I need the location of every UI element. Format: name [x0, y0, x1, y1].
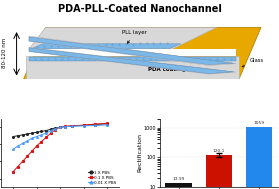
- 0.1 X PBS: [44, 136, 48, 139]
- 1 X PBS: [54, 127, 57, 129]
- 1 X PBS: [35, 131, 38, 133]
- 1 X PBS: [16, 135, 20, 137]
- 0.1 X PBS: [94, 123, 97, 125]
- 0.01 X PBS: [49, 129, 52, 132]
- 1 X PBS: [59, 126, 62, 128]
- 0.01 X PBS: [94, 124, 97, 127]
- 0.01 X PBS: [82, 125, 85, 127]
- 0.1 X PBS: [54, 129, 57, 131]
- 0.01 X PBS: [59, 126, 62, 128]
- 0.1 X PBS: [11, 170, 15, 173]
- 1 X PBS: [21, 134, 24, 136]
- 1 X PBS: [82, 124, 85, 127]
- 1 X PBS: [44, 129, 48, 132]
- 0.01 X PBS: [54, 127, 57, 130]
- 1 X PBS: [70, 125, 74, 127]
- Text: 120.1: 120.1: [213, 149, 225, 153]
- 0.1 X PBS: [105, 122, 109, 125]
- Text: PDA coating: PDA coating: [148, 67, 186, 72]
- Text: 80-120 nm: 80-120 nm: [2, 38, 7, 68]
- Polygon shape: [29, 49, 236, 56]
- Text: 13.99: 13.99: [172, 177, 185, 181]
- 0.01 X PBS: [70, 125, 74, 127]
- 0.01 X PBS: [21, 142, 24, 145]
- Y-axis label: Rectification: Rectification: [137, 133, 142, 172]
- Polygon shape: [29, 27, 217, 49]
- 0.1 X PBS: [16, 165, 20, 168]
- Line: 1 X PBS: 1 X PBS: [12, 123, 108, 137]
- Polygon shape: [29, 57, 236, 61]
- Text: PLL layer: PLL layer: [122, 30, 146, 43]
- 0.1 X PBS: [70, 125, 74, 127]
- 0.01 X PBS: [105, 124, 109, 126]
- 0.01 X PBS: [40, 134, 43, 136]
- Text: 1059: 1059: [254, 121, 265, 125]
- 0.1 X PBS: [40, 141, 43, 143]
- Polygon shape: [29, 47, 236, 74]
- 0.1 X PBS: [35, 145, 38, 147]
- Polygon shape: [29, 36, 236, 65]
- 0.1 X PBS: [82, 124, 85, 126]
- 1 X PBS: [30, 132, 34, 134]
- Line: 0.1 X PBS: 0.1 X PBS: [12, 122, 108, 173]
- 1 X PBS: [105, 123, 109, 125]
- 1 X PBS: [40, 130, 43, 132]
- 1 X PBS: [49, 128, 52, 130]
- 1 X PBS: [94, 123, 97, 126]
- 0.1 X PBS: [26, 155, 29, 157]
- 0.01 X PBS: [26, 140, 29, 142]
- 0.01 X PBS: [44, 132, 48, 134]
- 0.1 X PBS: [49, 132, 52, 134]
- 1 X PBS: [26, 133, 29, 135]
- Bar: [246, 127, 272, 189]
- 0.01 X PBS: [63, 125, 66, 128]
- Polygon shape: [29, 37, 234, 65]
- Bar: [206, 155, 232, 189]
- 0.01 X PBS: [11, 148, 15, 151]
- Bar: [165, 183, 192, 189]
- 0.1 X PBS: [59, 126, 62, 128]
- 1 X PBS: [11, 136, 15, 138]
- 1 X PBS: [63, 125, 66, 128]
- Text: Glass: Glass: [242, 58, 264, 67]
- Polygon shape: [23, 27, 261, 79]
- Line: 0.01 X PBS: 0.01 X PBS: [12, 124, 108, 150]
- 0.1 X PBS: [21, 160, 24, 163]
- Text: PDA-PLL-Coated Nanochannel: PDA-PLL-Coated Nanochannel: [57, 4, 222, 13]
- 0.01 X PBS: [30, 137, 34, 139]
- 0.01 X PBS: [16, 145, 20, 147]
- Polygon shape: [26, 56, 239, 79]
- 0.1 X PBS: [63, 125, 66, 128]
- 0.01 X PBS: [35, 136, 38, 138]
- 0.1 X PBS: [30, 150, 34, 152]
- Polygon shape: [29, 48, 234, 74]
- Legend: 1 X PBS, 0.1 X PBS, 0.01 X PBS: 1 X PBS, 0.1 X PBS, 0.01 X PBS: [88, 170, 117, 185]
- Polygon shape: [32, 44, 181, 49]
